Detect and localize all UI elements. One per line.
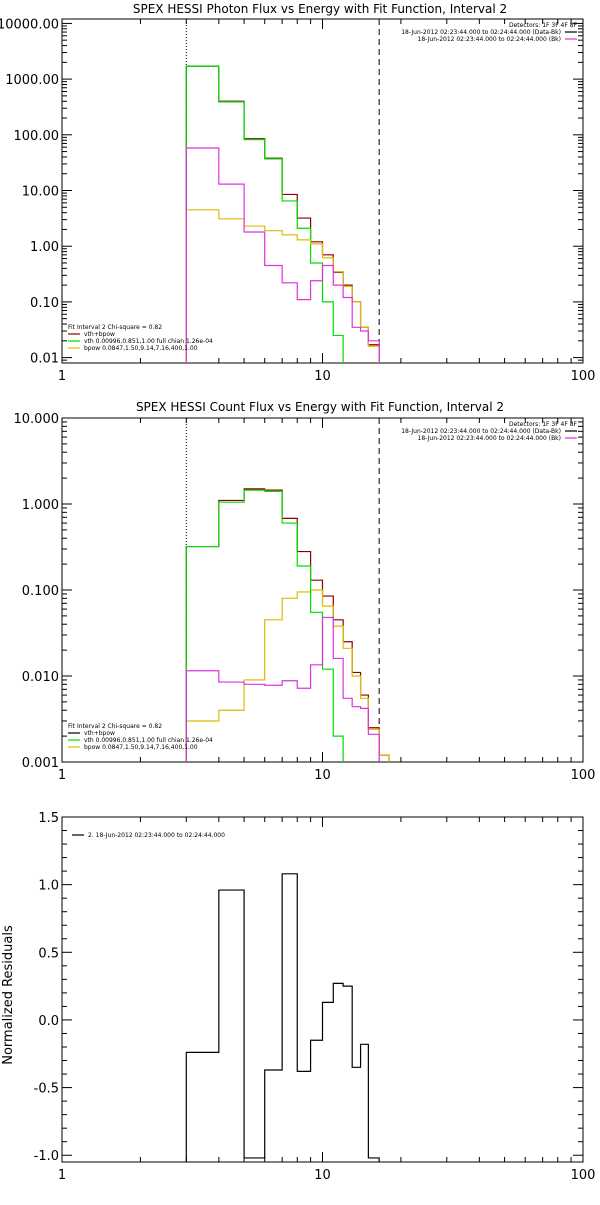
y-tick-label: 10.00 <box>22 185 59 200</box>
series-group <box>185 873 380 1162</box>
count-flux-title: SPEX HESSI Count Flux vs Energy with Fit… <box>136 400 504 414</box>
y-tick-label: 0.5 <box>38 946 59 961</box>
legend-label-total: 18-Jun-2012 02:23:44.000 to 02:24:44.000… <box>401 428 561 435</box>
x-tick-label: 1 <box>58 1168 66 1183</box>
x-tick-label: 10 <box>314 369 331 384</box>
series-bpow-line <box>185 209 390 363</box>
y-tick-label: 0.10 <box>30 296 59 311</box>
series-bk-line <box>185 147 390 363</box>
y-tick-label: 0.010 <box>22 670 59 685</box>
x-tick-label: 100 <box>571 768 596 783</box>
y-tick-label: 1000.00 <box>5 73 59 88</box>
y-tick-label: 10000.00 <box>0 17 59 32</box>
detectors-legend-title: Detectors: 1F 3F 4F 8F <box>509 22 578 29</box>
y-tick-label: 1.000 <box>22 498 59 513</box>
plot-frame <box>61 18 584 364</box>
x-tick-label: 100 <box>571 1168 596 1183</box>
series-bpow-line <box>185 589 390 762</box>
legend-label-bpow: bpow 0.0847,1.50,9.14,7.16,400,1.00 <box>84 744 198 751</box>
x-tick-label: 10 <box>314 768 331 783</box>
legend-label-resid: 2. 18-Jun-2012 02:23:44.000 to 02:24:44.… <box>88 832 225 839</box>
plot-frame <box>61 816 584 1163</box>
y-tick-label: -0.5 <box>34 1082 59 1097</box>
x-tick-label: 100 <box>571 369 596 384</box>
legend-label-vth: vth 0.00996,0.851,1.00 full chian 1.26e-… <box>84 737 213 744</box>
count-flux-panel: SPEX HESSI Count Flux vs Energy with Fit… <box>14 400 596 783</box>
photon-flux-title: SPEX HESSI Photon Flux vs Energy with Fi… <box>133 2 507 16</box>
legend-label-total: vth+bpow <box>84 331 115 338</box>
y-tick-label: 10.000 <box>14 412 60 427</box>
residuals-ylabel: Normalized Residuals <box>1 925 16 1065</box>
y-tick-label: 0.100 <box>22 584 59 599</box>
series-bk-line <box>185 616 390 762</box>
series-resid-line <box>185 873 380 1162</box>
y-tick-label: 0.001 <box>22 756 59 771</box>
residuals-panel: Normalized Residuals 1 10 100 -1.0 -0.5 0.0 0.… <box>1 811 595 1183</box>
fit-legend-title: Fit Interval 2 Chi-square = 0.82 <box>68 723 162 730</box>
y-tick-label: 1.00 <box>30 240 59 255</box>
legend-label-bpow: bpow 0.0847,1.50,9.14,7.16,400,1.00 <box>84 345 198 352</box>
legend-label-total: vth+bpow <box>84 730 115 737</box>
y-tick-label: 0.0 <box>38 1014 59 1029</box>
series-vth-line <box>185 489 390 762</box>
legend-label-bk: 18-Jun-2012 02:23:44.000 to 02:24:44.000… <box>418 435 561 442</box>
x-tick-label: 10 <box>314 1168 331 1183</box>
x-tick-label: 1 <box>58 369 66 384</box>
y-tick-label: 1.0 <box>38 879 59 894</box>
y-tick-label: 0.01 <box>30 352 59 367</box>
fit-legend-title: Fit Interval 2 Chi-square = 0.82 <box>68 324 162 331</box>
x-tick-label: 1 <box>58 768 66 783</box>
series-group <box>185 65 390 363</box>
series-vth-line <box>185 65 390 363</box>
series-group <box>185 488 390 762</box>
legend-label-total: 18-Jun-2012 02:23:44.000 to 02:24:44.000… <box>401 29 561 36</box>
legend-label-vth: vth 0.00996,0.851,1.00 full chian 1.26e-… <box>84 338 213 345</box>
y-tick-label: 1.5 <box>38 811 59 826</box>
series-total-line <box>185 65 390 363</box>
detectors-legend-title: Detectors: 1F 3F 4F 8F <box>509 421 578 428</box>
photon-flux-panel: SPEX HESSI Photon Flux vs Energy with Fi… <box>0 2 596 384</box>
y-tick-label: -1.0 <box>34 1149 59 1164</box>
y-tick-label: 100.00 <box>14 129 60 144</box>
legend-label-bk: 18-Jun-2012 02:23:44.000 to 02:24:44.000… <box>418 36 561 43</box>
